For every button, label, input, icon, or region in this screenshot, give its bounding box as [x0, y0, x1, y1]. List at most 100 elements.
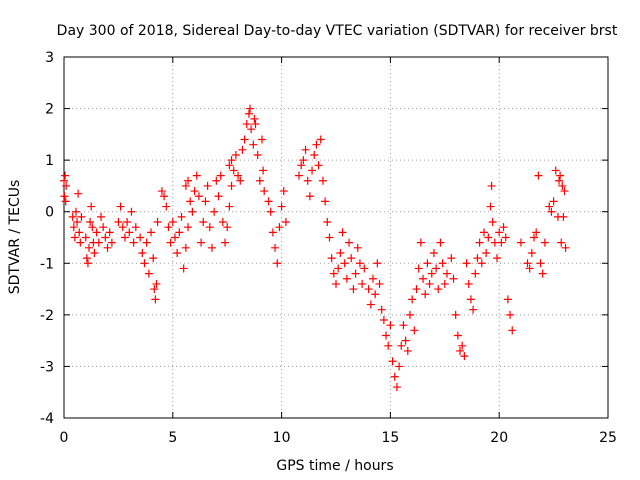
data-point: [384, 341, 393, 350]
data-point: [299, 156, 308, 165]
data-point: [347, 254, 356, 263]
data-point: [403, 346, 412, 355]
y-tick-label: -4: [40, 411, 54, 427]
data-point: [438, 259, 447, 268]
data-point: [175, 228, 184, 237]
data-point: [336, 248, 345, 257]
data-point: [136, 233, 145, 242]
data-point: [273, 259, 282, 268]
data-point: [258, 135, 267, 144]
y-tick-label: 0: [45, 205, 54, 221]
data-point: [166, 238, 175, 247]
x-axis-label: GPS time / hours: [276, 458, 393, 474]
data-point: [423, 259, 432, 268]
data-point: [495, 228, 504, 237]
data-point: [323, 218, 332, 227]
data-point: [246, 104, 255, 113]
data-point: [199, 218, 208, 227]
data-point: [142, 238, 151, 247]
data-point: [540, 238, 549, 247]
data-point: [184, 176, 193, 185]
data-point: [229, 166, 238, 175]
data-point: [77, 212, 86, 221]
data-point: [271, 243, 280, 252]
data-point: [332, 279, 340, 288]
data-point: [412, 285, 421, 294]
data-point: [364, 285, 373, 294]
data-point: [447, 254, 456, 263]
data-point: [345, 238, 354, 247]
chart-title: Day 300 of 2018, Sidereal Day-to-day VTE…: [57, 23, 618, 39]
data-point: [308, 166, 317, 175]
data-point: [251, 120, 260, 129]
data-point: [551, 166, 560, 175]
data-point: [203, 181, 212, 190]
data-point: [458, 341, 467, 350]
data-point: [197, 238, 206, 247]
data-point: [86, 218, 95, 227]
data-point: [386, 321, 395, 330]
data-point: [177, 212, 186, 221]
data-point: [150, 285, 159, 294]
data-point: [214, 192, 223, 201]
data-point: [555, 176, 564, 185]
data-point: [81, 233, 90, 242]
x-tick-label: 20: [490, 430, 508, 446]
x-axis-ticks: 0 5 10 15 20 25: [60, 57, 617, 446]
data-point: [236, 176, 245, 185]
data-point: [74, 189, 83, 198]
grid-lines: [64, 57, 608, 418]
data-point: [242, 120, 251, 129]
x-tick-label: 0: [60, 430, 69, 446]
data-point: [479, 228, 488, 237]
data-point: [401, 336, 410, 345]
data-point: [434, 285, 443, 294]
data-point: [303, 176, 312, 185]
data-point: [397, 341, 406, 350]
data-point: [451, 310, 460, 319]
data-point: [442, 269, 451, 278]
data-point: [205, 223, 214, 232]
data-point: [379, 316, 388, 325]
data-point: [382, 331, 391, 340]
data-point: [425, 279, 434, 288]
y-tick-label: -3: [40, 359, 54, 375]
data-point: [327, 254, 336, 263]
data-point: [120, 233, 129, 242]
data-point: [114, 218, 123, 227]
data-point: [240, 135, 249, 144]
data-point: [268, 228, 277, 237]
data-point: [87, 202, 96, 211]
data-point: [231, 150, 240, 159]
data-point: [61, 197, 70, 206]
data-point: [68, 212, 77, 221]
data-point: [253, 150, 262, 159]
plot-frame: [63, 56, 609, 419]
data-point: [70, 233, 79, 242]
data-point: [366, 300, 375, 309]
data-point: [456, 346, 465, 355]
data-point: [547, 207, 556, 216]
data-point: [140, 259, 149, 268]
data-point: [523, 259, 532, 268]
data-point: [314, 161, 323, 170]
data-point: [131, 223, 140, 232]
data-point: [85, 243, 94, 252]
data-point: [373, 259, 382, 268]
x-tick-label: 10: [273, 430, 291, 446]
data-point: [147, 228, 156, 237]
data-point: [210, 207, 219, 216]
data-point: [462, 259, 471, 268]
data-point: [349, 285, 358, 294]
data-point: [340, 259, 349, 268]
data-point: [375, 279, 384, 288]
data-point: [482, 248, 491, 257]
data-point: [508, 326, 517, 335]
data-point: [310, 150, 319, 159]
data-point: [392, 383, 401, 392]
data-point: [432, 264, 441, 273]
data-point: [181, 181, 190, 190]
data-point: [107, 238, 116, 247]
data-point: [377, 305, 386, 314]
